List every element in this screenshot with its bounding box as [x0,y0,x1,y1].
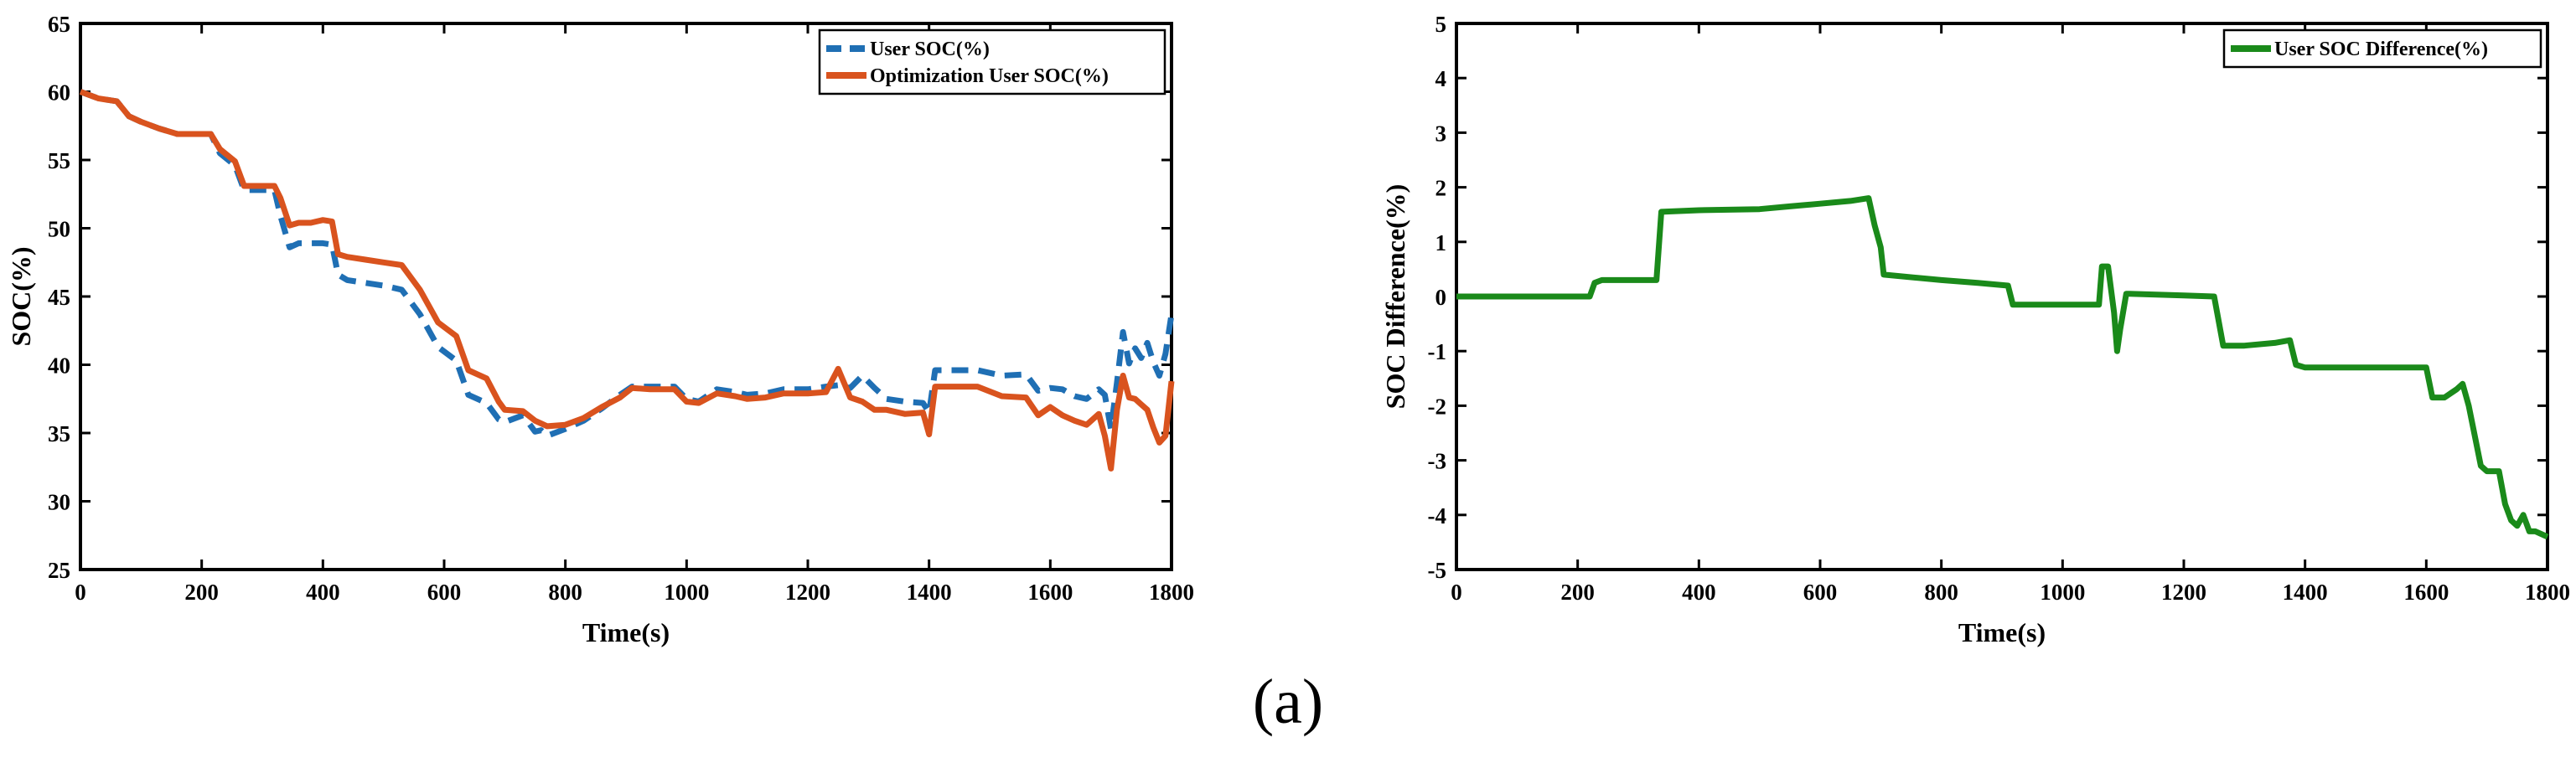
soc-series-line-0 [79,89,1175,439]
diff-series [1456,195,2549,540]
soc-x-tick-label: 600 [427,580,462,605]
diff-x-tick-label: 800 [1924,580,1958,605]
diff-x-tick-label: 1600 [2403,580,2449,605]
soc-axes-ticks: 0 200 400 600 800 1000 1200 1400 1600 1800 25 30 35 4… [48,12,1194,605]
diff-y-tick-label: 4 [1435,66,1447,91]
soc-y-tick-label: 40 [48,353,70,379]
soc-x-tick-label: 1800 [1149,580,1194,605]
diff-x-tick-label: 400 [1682,580,1716,605]
diff-y-tick-label: 2 [1435,176,1447,201]
soc-x-tick-label: 1000 [664,580,709,605]
diff-y-tick-label: -1 [1428,339,1447,364]
diff-x-tick-label: 1200 [2161,580,2206,605]
soc-difference-chart: 0 200 400 600 800 1000 1200 1400 1600 1800 -5 -4 -3 -… [1380,12,2570,647]
diff-x-tick-label: 1000 [2040,580,2085,605]
soc-x-tick-label: 0 [75,580,86,605]
soc-x-axis-label: Time(s) [582,617,670,647]
soc-chart: 0 200 400 600 800 1000 1200 1400 1600 1800 25 30 35 4… [6,12,1194,647]
diff-y-tick-label: 5 [1435,12,1447,37]
diff-x-tick-label: 600 [1803,580,1838,605]
soc-x-tick-label: 1600 [1027,580,1073,605]
soc-y-axis-label: SOC(%) [6,246,36,346]
diff-axes-ticks: 0 200 400 600 800 1000 1200 1400 1600 1800 -5 -4 -3 -… [1428,12,2571,605]
diff-legend: User SOC Difference(%) [2222,28,2542,69]
diff-y-tick-label: -2 [1428,394,1447,419]
soc-y-tick-label: 35 [48,421,70,446]
soc-x-tick-label: 200 [184,580,219,605]
soc-legend: User SOC(%) Optimization User SOC(%) [818,28,1166,95]
soc-x-tick-label: 1200 [785,580,830,605]
diff-series-line-0 [1456,195,2549,540]
soc-y-tick-label: 60 [48,80,70,106]
diff-x-tick-label: 1400 [2283,580,2328,605]
diff-plot-frame [1455,22,2549,571]
soc-y-tick-label: 25 [48,558,70,583]
soc-legend-label-optimization: Optimization User SOC(%) [870,65,1109,87]
diff-x-tick-label: 0 [1451,580,1462,605]
soc-series-line-1 [79,89,1175,472]
soc-y-tick-label: 65 [48,12,70,37]
soc-y-tick-label: 30 [48,490,70,515]
soc-y-tick-label: 55 [48,148,70,173]
soc-plot-frame [79,22,1173,571]
diff-y-tick-label: -3 [1428,449,1447,474]
diff-y-tick-label: 0 [1435,285,1447,310]
soc-x-tick-label: 1400 [907,580,952,605]
soc-legend-label-user: User SOC(%) [870,39,990,60]
diff-x-tick-label: 200 [1560,580,1595,605]
diff-x-axis-label: Time(s) [1958,617,2046,647]
soc-series [79,89,1175,472]
soc-x-tick-label: 800 [548,580,582,605]
diff-y-tick-label: -5 [1428,558,1447,583]
diff-y-tick-label: 3 [1435,121,1447,146]
diff-legend-label: User SOC Difference(%) [2274,39,2488,60]
diff-x-tick-label: 1800 [2525,580,2570,605]
diff-legend-box [2222,28,2542,69]
diff-y-tick-label: -4 [1428,503,1447,529]
soc-y-tick-label: 45 [48,285,70,310]
soc-legend-box [818,28,1166,95]
diff-y-axis-label: SOC Difference(%) [1380,184,1410,410]
soc-y-tick-label: 50 [48,217,70,242]
diff-y-tick-label: 1 [1435,230,1447,255]
figure-caption: (a) [1252,667,1324,737]
soc-x-tick-label: 400 [306,580,340,605]
